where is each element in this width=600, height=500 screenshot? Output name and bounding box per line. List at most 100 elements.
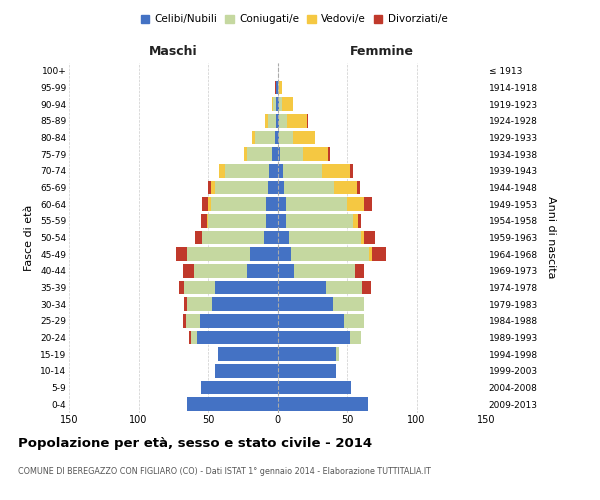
Bar	[334, 180, 357, 194]
Bar	[277, 230, 289, 244]
Bar	[277, 348, 336, 361]
Bar	[255, 130, 275, 144]
Bar	[276, 80, 277, 94]
Bar	[250, 248, 277, 261]
Bar	[281, 98, 293, 111]
Bar	[277, 298, 333, 311]
Bar	[350, 330, 361, 344]
Bar	[279, 114, 287, 128]
Bar	[279, 80, 281, 94]
Bar	[194, 264, 247, 278]
Bar	[253, 130, 255, 144]
Bar	[215, 364, 277, 378]
Bar	[196, 230, 202, 244]
Bar	[274, 98, 276, 111]
Bar	[277, 214, 286, 228]
Bar	[277, 164, 283, 177]
Bar	[344, 314, 364, 328]
Bar	[287, 114, 307, 128]
Bar	[277, 148, 280, 161]
Bar	[275, 80, 276, 94]
Bar	[289, 230, 361, 244]
Y-axis label: Fasce di età: Fasce di età	[25, 204, 34, 270]
Bar	[211, 180, 215, 194]
Bar	[187, 398, 277, 411]
Bar	[293, 130, 315, 144]
Bar	[276, 98, 277, 111]
Bar	[208, 180, 211, 194]
Bar	[353, 214, 358, 228]
Bar	[364, 230, 375, 244]
Bar	[347, 198, 364, 211]
Text: Maschi: Maschi	[149, 44, 197, 58]
Bar	[277, 364, 336, 378]
Bar	[186, 314, 200, 328]
Text: Femmine: Femmine	[350, 44, 414, 58]
Bar	[215, 180, 268, 194]
Bar	[218, 348, 277, 361]
Bar	[292, 248, 369, 261]
Bar	[202, 198, 208, 211]
Text: Popolazione per età, sesso e stato civile - 2014: Popolazione per età, sesso e stato civil…	[18, 438, 372, 450]
Bar	[277, 398, 368, 411]
Bar	[272, 98, 274, 111]
Bar	[269, 164, 277, 177]
Bar	[197, 330, 277, 344]
Bar	[283, 164, 322, 177]
Bar	[247, 148, 272, 161]
Bar	[215, 280, 277, 294]
Bar	[277, 198, 286, 211]
Bar	[277, 114, 279, 128]
Bar	[357, 180, 359, 194]
Bar	[333, 298, 364, 311]
Bar	[277, 80, 279, 94]
Bar	[286, 214, 353, 228]
Bar	[211, 198, 266, 211]
Bar	[268, 180, 277, 194]
Bar	[201, 214, 206, 228]
Bar	[372, 248, 386, 261]
Bar	[263, 230, 277, 244]
Bar	[184, 298, 187, 311]
Bar	[266, 198, 277, 211]
Bar	[200, 314, 277, 328]
Bar	[188, 330, 191, 344]
Bar	[183, 264, 194, 278]
Bar	[322, 164, 350, 177]
Bar	[279, 130, 293, 144]
Bar	[336, 348, 338, 361]
Bar	[361, 230, 364, 244]
Bar	[224, 164, 269, 177]
Bar	[212, 298, 277, 311]
Bar	[201, 380, 277, 394]
Bar	[302, 148, 328, 161]
Bar	[191, 330, 197, 344]
Bar	[247, 264, 277, 278]
Text: COMUNE DI BEREGAZZO CON FIGLIARO (CO) - Dati ISTAT 1° gennaio 2014 - Elaborazion: COMUNE DI BEREGAZZO CON FIGLIARO (CO) - …	[18, 468, 431, 476]
Bar	[294, 264, 355, 278]
Bar	[208, 198, 211, 211]
Bar	[244, 148, 247, 161]
Bar	[358, 214, 361, 228]
Bar	[277, 280, 326, 294]
Bar	[277, 98, 279, 111]
Bar	[265, 114, 268, 128]
Bar	[179, 280, 184, 294]
Bar	[275, 130, 277, 144]
Bar	[277, 330, 350, 344]
Bar	[307, 114, 308, 128]
Bar	[206, 214, 208, 228]
Bar	[355, 264, 364, 278]
Bar	[277, 248, 292, 261]
Bar	[268, 114, 276, 128]
Bar	[280, 148, 302, 161]
Legend: Celibi/Nubili, Coniugati/e, Vedovi/e, Divorziati/e: Celibi/Nubili, Coniugati/e, Vedovi/e, Di…	[137, 10, 451, 29]
Bar	[187, 298, 212, 311]
Bar	[364, 198, 372, 211]
Bar	[183, 314, 186, 328]
Bar	[184, 280, 215, 294]
Bar	[284, 180, 334, 194]
Bar	[202, 230, 263, 244]
Bar	[328, 148, 331, 161]
Bar	[272, 148, 277, 161]
